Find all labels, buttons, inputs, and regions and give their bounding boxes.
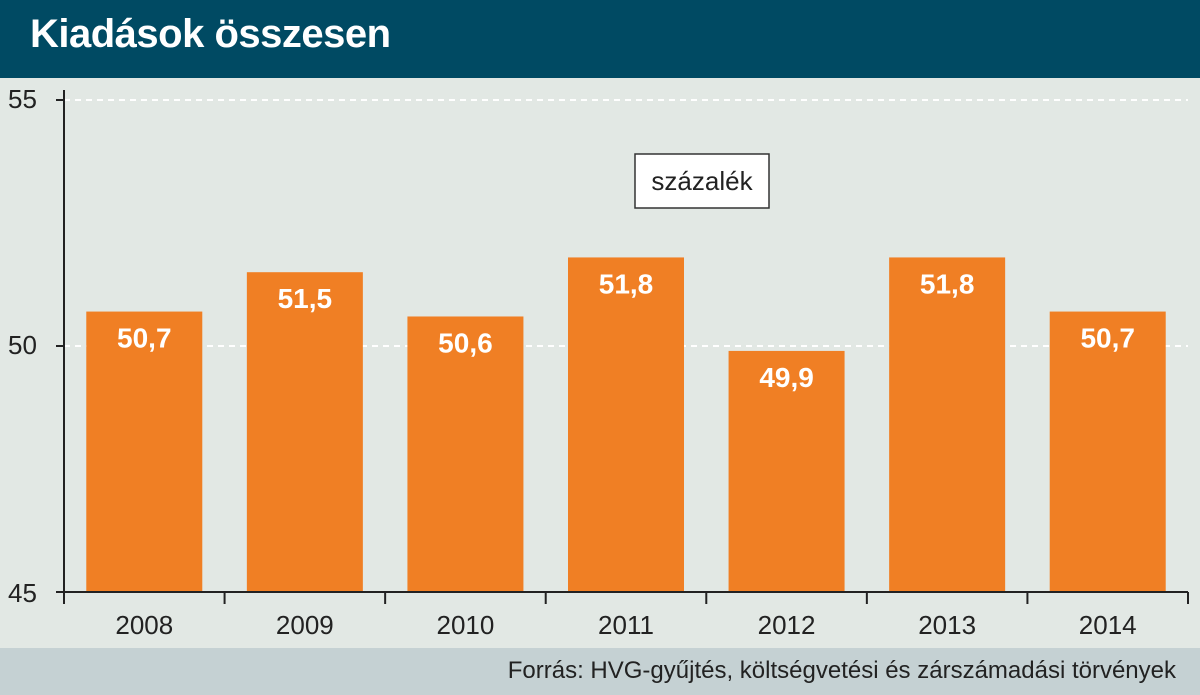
- plot-area: 45 50 55 50,7 2008 51,5 2009 50,6 2010 51,8 2011 49…: [0, 78, 1200, 648]
- x-tick-label: 2010: [437, 610, 495, 640]
- bar-value-label: 51,8: [599, 268, 654, 299]
- bar-value-label: 51,8: [920, 268, 975, 299]
- bar: [246, 272, 363, 592]
- unit-label: százalék: [651, 166, 753, 196]
- x-tick-label: 2009: [276, 610, 334, 640]
- chart-footer: Forrás: HVG-gyűjtés, költségvetési és zá…: [0, 648, 1200, 695]
- bar: [86, 311, 203, 592]
- bar-chart: 45 50 55 50,7 2008 51,5 2009 50,6 2010 51,8 2011 49…: [8, 84, 1189, 640]
- source-note: Forrás: HVG-gyűjtés, költségvetési és zá…: [507, 657, 1176, 684]
- x-tick-label: 2012: [758, 610, 816, 640]
- y-tick-label: 45: [8, 578, 37, 608]
- bar-value-label: 50,7: [1080, 323, 1135, 354]
- bar: [407, 316, 524, 592]
- bar-value-label: 50,6: [438, 327, 493, 358]
- y-tick-label: 50: [8, 330, 37, 360]
- x-tick-label: 2013: [918, 610, 976, 640]
- unit-label-box: [634, 153, 770, 209]
- y-tick-label: 55: [8, 84, 37, 114]
- bar-value-label: 51,5: [278, 283, 333, 314]
- x-tick-label: 2014: [1079, 610, 1137, 640]
- x-tick-label: 2008: [115, 610, 173, 640]
- bar-value-label: 50,7: [117, 323, 172, 354]
- bar: [889, 257, 1006, 592]
- bar-value-label: 49,9: [759, 362, 814, 393]
- bar: [1049, 311, 1166, 592]
- bar: [568, 257, 684, 592]
- chart-title: Kiadások összesen: [30, 12, 391, 56]
- chart-header: Kiadások összesen: [0, 0, 1200, 78]
- bar: [728, 350, 845, 592]
- x-tick-label: 2011: [598, 610, 654, 640]
